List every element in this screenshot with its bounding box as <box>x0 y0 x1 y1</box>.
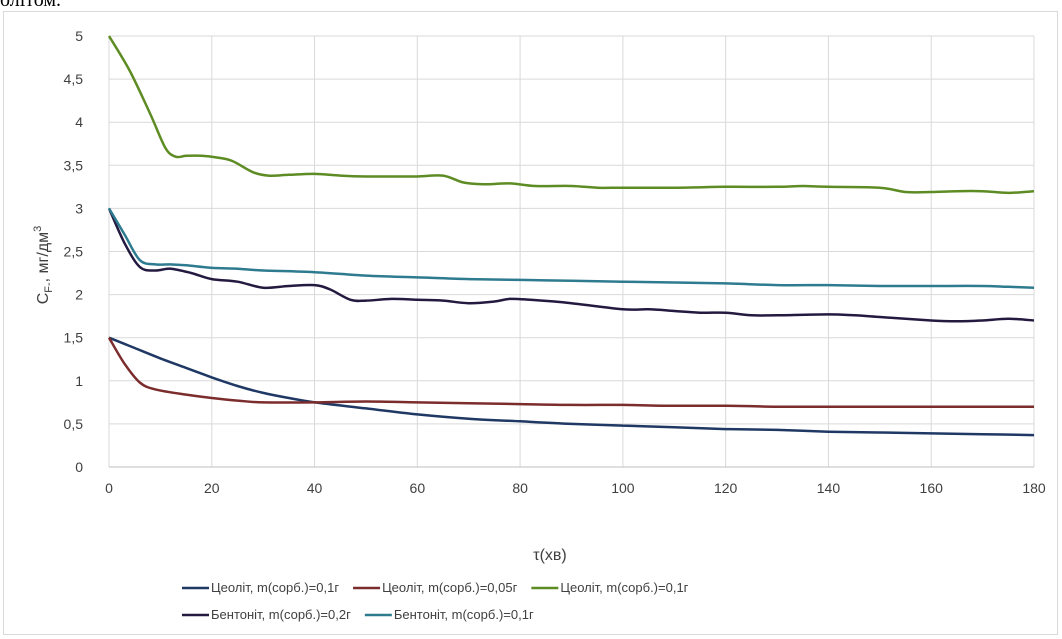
legend-label: Цеоліт, m(сорб.)=0,05г <box>382 580 518 595</box>
legend-item: Бентоніт, m(сорб.)=0,2г <box>182 607 351 622</box>
series-line-3 <box>107 35 1035 195</box>
y-axis-title-main: C <box>35 293 52 305</box>
legend: Цеоліт, m(сорб.)=0,1г Цеоліт, m(сорб.)=0,… <box>182 580 689 622</box>
series-line-2 <box>107 337 1034 408</box>
series-line-5 <box>107 207 1035 289</box>
legend-label: Цеоліт, m(сорб.)=0,1г <box>560 580 688 595</box>
y-tick-label: 1,5 <box>64 330 84 346</box>
page-caption-fragment: олітом. <box>0 0 62 11</box>
x-tick-label: 80 <box>512 480 528 496</box>
legend-item: Бентоніт, m(сорб.)=0,1г <box>364 607 534 622</box>
chart-area: 0 20 40 60 80 100 120 140 160 180 0 0,5 1 1,5 2 2,5 3 3,5… <box>3 11 1058 635</box>
series-line-4 <box>107 207 1035 323</box>
legend-item: Цеоліт, m(сорб.)=0,05г <box>353 580 518 595</box>
legend-label: Цеоліт, m(сорб.)=0,1г <box>211 580 339 595</box>
line-chart: 0 20 40 60 80 100 120 140 160 180 0 0,5 1 1,5 2 2,5 3 3,5… <box>32 28 1046 622</box>
legend-label: Бентоніт, m(сорб.)=0,2г <box>211 607 351 622</box>
y-tick-label: 1 <box>75 373 83 389</box>
y-axis-title-rest: , мг/дм <box>35 232 52 283</box>
y-tick-label: 3,5 <box>64 157 84 173</box>
x-tick-label: 0 <box>105 480 113 496</box>
y-tick-label: 0,5 <box>64 416 84 432</box>
y-tick-label: 4,5 <box>64 71 84 87</box>
x-tick-label: 40 <box>307 480 323 496</box>
x-tick-label: 20 <box>204 480 220 496</box>
x-tick-label: 140 <box>817 480 841 496</box>
x-tick-label: 180 <box>1022 480 1046 496</box>
series-lines <box>107 35 1035 437</box>
x-tick-label: 60 <box>410 480 426 496</box>
gridlines <box>108 35 1035 468</box>
y-tick-label: 5 <box>75 28 83 44</box>
y-tick-label: 3 <box>75 200 83 216</box>
series-line-1 <box>108 336 1035 437</box>
legend-item: Цеоліт, m(сорб.)=0,1г <box>531 580 689 595</box>
y-axis-title-sub: F- <box>43 282 55 293</box>
y-tick-label: 2,5 <box>64 244 84 260</box>
x-axis-title: τ(хв) <box>533 547 566 564</box>
legend-label: Бентоніт, m(сорб.)=0,1г <box>394 607 534 622</box>
y-tick-label: 2 <box>75 287 83 303</box>
tick-labels: 0 20 40 60 80 100 120 140 160 180 0 0,5 1 1,5 2 2,5 3 3,5… <box>64 28 1046 496</box>
y-axis-title-sup: 3 <box>32 226 44 232</box>
y-tick-label: 0 <box>75 459 83 475</box>
y-tick-label: 4 <box>75 114 83 130</box>
x-tick-label: 100 <box>611 480 635 496</box>
x-tick-label: 160 <box>920 480 944 496</box>
legend-item: Цеоліт, m(сорб.)=0,1г <box>182 580 339 595</box>
x-tick-label: 120 <box>714 480 738 496</box>
y-axis-title: CF-, мг/дм3 <box>32 226 55 305</box>
